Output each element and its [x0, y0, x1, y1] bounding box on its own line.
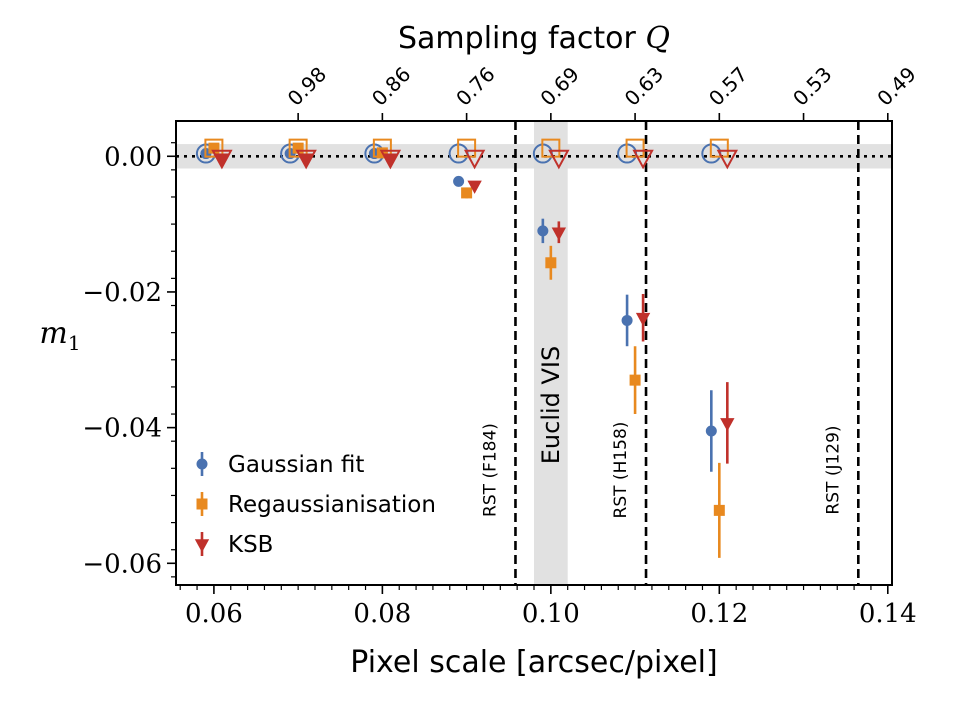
- shaded-bands: Euclid VIS: [176, 121, 892, 585]
- open-marker-2-5: [632, 149, 654, 170]
- point-2-6: [720, 418, 735, 432]
- legend-label-1: Regaussianisation: [228, 492, 436, 518]
- top-tick-label-0: 0.98: [283, 62, 331, 110]
- top-axis-label: Sampling factor Q: [398, 21, 670, 56]
- y-axis-label: m1: [39, 316, 80, 355]
- top-axis-label-text: Sampling factor: [398, 21, 645, 56]
- legend-marker-0: [196, 458, 208, 470]
- vline-label-2: RST (J129): [823, 425, 843, 514]
- top-axis-label-symbol: Q: [645, 21, 670, 56]
- x-tick-label-0: 0.06: [185, 599, 243, 629]
- point-0-5: [621, 314, 633, 326]
- euclid-vis-label: Euclid VIS: [537, 346, 565, 465]
- point-2-5: [635, 312, 651, 327]
- x-axis-label: Pixel scale [arcsec/pixel]: [350, 645, 717, 680]
- vline-label-0: RST (F184): [480, 423, 500, 517]
- data-points: [195, 138, 738, 558]
- open-marker-2-4: [548, 149, 570, 170]
- point-2-3: [467, 180, 482, 194]
- open-marker-1-3: [457, 138, 477, 158]
- vline-label-1: RST (H158): [611, 422, 631, 519]
- x-tick-label-3: 0.12: [690, 599, 748, 629]
- y-tick-label-3: −0.06: [82, 549, 162, 579]
- top-tick-label-2: 0.76: [451, 62, 499, 110]
- point-1-6: [713, 504, 725, 516]
- point-2-1: [298, 153, 314, 167]
- top-tick-label-7: 0.49: [872, 62, 920, 110]
- axis-ticks: 0.06 0.08 0.10 0.12 0.14 0.00 −0.02 −0.04 −0.06 0…: [82, 62, 920, 629]
- y-axis-label-symbol: m: [39, 316, 67, 351]
- legend-label-0: Gaussian fit: [228, 452, 364, 478]
- top-tick-label-6: 0.53: [788, 62, 836, 110]
- legend-label-2: KSB: [228, 532, 273, 558]
- point-2-2: [383, 153, 398, 167]
- y-tick-label-2: −0.04: [82, 414, 162, 444]
- open-marker-2-2: [379, 149, 402, 170]
- legend: Gaussian fit Regaussianisation KSB: [194, 452, 436, 558]
- open-marker-1-6: [709, 138, 729, 158]
- legend-marker-1: [196, 498, 208, 510]
- open-marker-1-1: [288, 138, 308, 158]
- point-2-0: [214, 153, 230, 167]
- open-marker-2-3: [463, 149, 486, 170]
- point-1-4: [545, 257, 557, 269]
- open-marker-1-4: [541, 138, 561, 158]
- point-1-3: [461, 187, 473, 199]
- y-tick-label-0: 0.00: [104, 142, 162, 172]
- y-tick-label-1: −0.02: [82, 278, 162, 308]
- point-0-6: [705, 425, 717, 437]
- top-tick-label-5: 0.57: [704, 62, 752, 110]
- euclid-vis-band: [534, 121, 568, 585]
- x-tick-label-4: 0.14: [859, 599, 917, 629]
- open-marker-2-1: [295, 149, 317, 170]
- y-axis-label-subscript: 1: [68, 331, 81, 355]
- open-marker-2-6: [716, 149, 738, 170]
- point-2-4: [551, 227, 567, 241]
- vertical-reference-lines: RST (F184) RST (H158) RST (J129): [480, 121, 860, 585]
- x-tick-label-1: 0.08: [353, 599, 411, 629]
- top-tick-label-1: 0.86: [367, 62, 415, 110]
- x-tick-label-2: 0.10: [522, 599, 580, 629]
- open-marker-1-0: [204, 138, 224, 158]
- top-tick-label-3: 0.69: [535, 62, 583, 110]
- point-1-5: [629, 374, 641, 386]
- point-0-4: [537, 225, 549, 237]
- top-tick-label-4: 0.63: [620, 62, 668, 110]
- open-marker-2-0: [211, 149, 233, 170]
- legend-marker-2: [194, 539, 210, 553]
- open-marker-1-5: [625, 138, 645, 158]
- series-2: [211, 149, 738, 464]
- point-0-3: [453, 175, 465, 187]
